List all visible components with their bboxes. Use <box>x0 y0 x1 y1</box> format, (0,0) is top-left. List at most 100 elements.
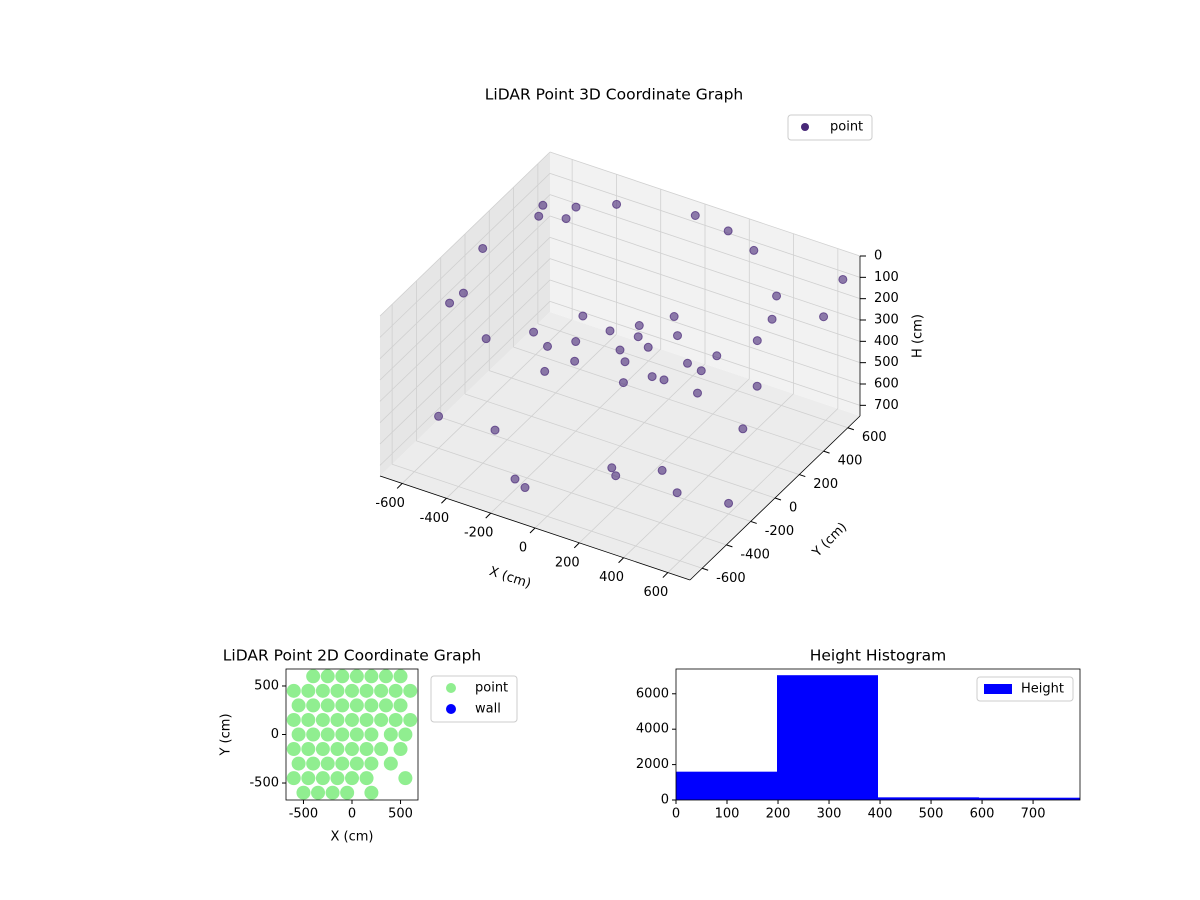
point <box>538 200 548 210</box>
point <box>398 727 413 742</box>
bar <box>878 797 979 800</box>
point <box>383 756 398 771</box>
point <box>540 366 550 376</box>
point <box>529 327 539 337</box>
point <box>301 771 316 786</box>
legend-label: point <box>475 681 508 696</box>
point <box>330 712 345 727</box>
point <box>359 742 374 757</box>
grid-line <box>549 258 861 364</box>
chart-title: LiDAR Point 2D Coordinate Graph <box>223 647 481 665</box>
z-tick-label: 0 <box>874 249 882 264</box>
point <box>683 358 692 368</box>
grid-line <box>379 151 551 317</box>
y-tick-label: 200 <box>813 477 838 492</box>
point <box>403 712 418 727</box>
legend-marker <box>446 704 456 714</box>
x-tick-label: 200 <box>766 807 791 822</box>
bar <box>676 771 777 800</box>
x-tick-label: 400 <box>599 570 624 585</box>
tick-mark <box>823 450 830 454</box>
grid-line <box>549 194 861 300</box>
tick-mark <box>799 474 806 478</box>
y-tick-label: 6000 <box>636 686 669 701</box>
point <box>374 742 389 757</box>
point <box>335 698 350 713</box>
z-tick-label: 300 <box>874 313 899 328</box>
grid-line <box>379 173 551 338</box>
point <box>359 771 374 786</box>
point <box>286 771 301 786</box>
point <box>349 669 364 684</box>
point <box>490 425 500 435</box>
x-axis-label: X (cm) <box>487 564 533 592</box>
point <box>330 683 345 698</box>
z-tick-label: 100 <box>874 270 899 285</box>
grid-line <box>379 194 551 359</box>
grid-line <box>549 236 861 342</box>
x-tick-label: 400 <box>868 807 893 822</box>
point <box>315 683 330 698</box>
point <box>673 331 682 341</box>
point <box>306 698 321 713</box>
point <box>359 683 374 698</box>
point <box>669 312 679 322</box>
point <box>291 727 306 742</box>
grid-line <box>440 417 751 522</box>
z-tick-label: 500 <box>874 355 899 370</box>
bar <box>777 675 878 800</box>
tick-mark <box>396 483 403 489</box>
point <box>315 712 330 727</box>
point <box>578 311 588 321</box>
point <box>286 712 301 727</box>
grid-line <box>549 300 861 406</box>
point <box>364 698 379 713</box>
x-tick-label: 300 <box>817 807 842 822</box>
point <box>286 742 301 757</box>
point <box>378 669 393 684</box>
y-tick-label: 2000 <box>636 757 669 772</box>
point <box>571 202 581 212</box>
point <box>772 291 782 301</box>
y-tick-label: 0 <box>661 793 669 808</box>
legend-label: point <box>830 120 863 135</box>
y-tick-label: 0 <box>789 501 797 516</box>
grid-line <box>416 440 727 546</box>
point <box>633 332 643 342</box>
point <box>672 488 682 498</box>
grid-line <box>549 151 861 257</box>
x-tick-label: -500 <box>289 807 319 822</box>
tick-mark <box>485 512 492 519</box>
axis-line <box>689 415 861 581</box>
point <box>738 424 748 434</box>
point <box>374 683 389 698</box>
point <box>364 756 379 771</box>
point <box>643 342 653 352</box>
point <box>378 698 393 713</box>
point <box>306 727 321 742</box>
grid-line <box>379 279 551 445</box>
x-tick-label: 0 <box>348 807 356 822</box>
point <box>403 683 418 698</box>
point <box>349 756 364 771</box>
y-tick-label: 0 <box>271 727 279 742</box>
y-axis-label: Y (cm) <box>809 520 850 561</box>
point <box>607 463 617 473</box>
z-tick-label: 400 <box>874 334 899 349</box>
x-tick-label: 700 <box>1021 807 1046 822</box>
point <box>696 366 706 376</box>
tick-mark <box>529 527 536 534</box>
grid-line <box>379 215 551 381</box>
point <box>311 785 326 800</box>
x-axis-label: X (cm) <box>331 830 374 845</box>
axes-frame <box>675 668 1081 801</box>
point <box>320 698 335 713</box>
y-tick-label: 400 <box>838 454 863 469</box>
point <box>819 312 829 322</box>
legend-label: wall <box>475 702 501 717</box>
legend-box <box>787 114 873 141</box>
y-tick-label: -500 <box>249 776 279 791</box>
point <box>340 785 355 800</box>
point <box>634 321 644 331</box>
point <box>320 727 335 742</box>
